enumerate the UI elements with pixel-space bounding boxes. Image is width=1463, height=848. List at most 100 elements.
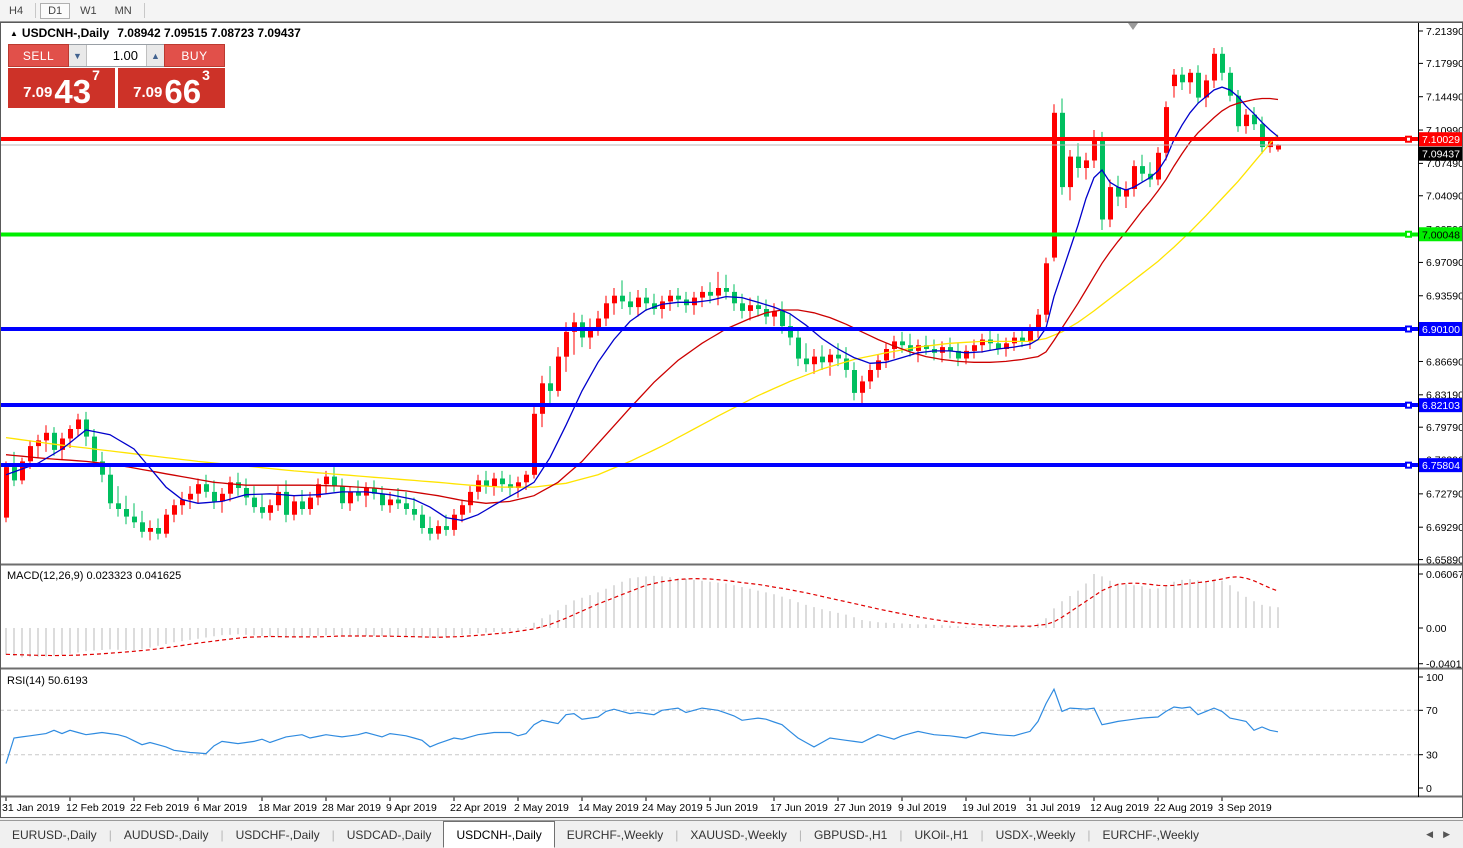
candle-bearish [996,343,1001,349]
candle-bearish [1260,124,1265,148]
buy-price-display[interactable]: 7.09 66 3 [118,67,225,108]
timeframe-toolbar: H4 D1 W1 MN [0,0,1463,22]
chart-tab-usdx-weekly[interactable]: USDX-,Weekly [995,827,1076,842]
price-axis-label: 6.72790 [1426,489,1463,501]
candle-bullish [692,297,697,306]
volume-value[interactable]: 1.00 [112,48,138,63]
tab-separator: | [1087,827,1091,842]
candle-bearish [956,350,961,359]
candle-bearish [788,326,793,338]
candle-bearish [900,341,905,346]
candle-bearish [780,310,785,327]
chart-tab-usdchf-daily[interactable]: USDCHF-,Daily [235,827,320,842]
price-axis-label: 7.21390 [1426,26,1463,38]
macd-label: MACD(12,26,9) 0.023323 0.041625 [7,570,181,582]
candle-bullish [716,288,721,296]
macd-axis-label: 0.00 [1426,623,1447,635]
tab-scroll-right-icon[interactable]: ▶ [1443,829,1450,839]
ma-mid-line [5,97,1279,504]
timeframe-button-h4[interactable]: H4 [9,4,24,17]
candle-bullish [892,341,897,349]
candle-bullish [1028,330,1033,342]
candle-bearish [804,358,809,365]
candle-bearish [108,474,113,504]
buy-button[interactable]: BUY [164,44,225,67]
rsi-label: RSI(14) 50.6193 [7,675,88,687]
price-badge-label: 6.75804 [1422,460,1460,472]
chart-tab-eurusd-daily[interactable]: EURUSD-,Daily [12,827,97,842]
chart-tab-audusd-daily[interactable]: AUDUSD-,Daily [123,827,209,842]
candle-bullish [1164,107,1169,153]
candle-bullish [348,491,353,504]
candle-bullish [188,493,193,500]
candle-bullish [1084,160,1089,168]
timeframe-button-d1[interactable]: D1 [40,2,71,19]
candle-bearish [1116,187,1121,197]
rsi-axis-label: 0 [1426,783,1432,795]
candle-bullish [516,482,521,488]
candle-bullish [1244,114,1249,127]
candle-bearish [1236,95,1241,127]
candle-bullish [868,370,873,382]
chart-tab-usdcnh-daily[interactable]: USDCNH-,Daily [443,821,555,848]
candle-bullish [588,328,593,338]
chart-tab-xauusd-weekly[interactable]: XAUUSD-,Weekly [690,827,787,842]
chart-tab-eurchf-weekly[interactable]: EURCHF-,Weekly [1102,827,1199,842]
candle-bullish [980,339,985,346]
candle-bullish [772,310,777,317]
candle-bullish [636,297,641,308]
candle-bearish [380,493,385,506]
chart-tab-gbpusd-h1[interactable]: GBPUSD-,H1 [813,827,888,842]
candle-bearish [548,383,553,391]
line-price-badge [1419,458,1463,473]
candle-bullish [1212,53,1217,81]
candle-bullish [468,491,473,506]
date-axis-label: 12 Feb 2019 [66,802,125,814]
candle-bearish [1100,137,1105,220]
price-badge-label: 7.00048 [1422,229,1460,241]
expand-triangle-icon[interactable]: ▲ [10,29,18,38]
sell-price-display[interactable]: 7.09 43 7 [8,67,115,108]
chart-tab-eurchf-weekly[interactable]: EURCHF-,Weekly [566,827,664,842]
chart-tab-ukoil-h1[interactable]: UKOil-,H1 [914,827,969,842]
candle-bullish [1052,112,1057,258]
price-axis-label: 6.86690 [1426,356,1463,368]
chart-canvas[interactable]: 7.213907.179907.144907.109907.074907.040… [0,0,1463,820]
sell-button[interactable]: SELL [8,44,69,67]
candle-bearish [1252,114,1257,125]
line-price-badge [1419,227,1463,242]
chart-shift-triangle-icon[interactable] [1128,23,1138,30]
chart-tab-usdcad-daily[interactable]: USDCAD-,Daily [346,827,432,842]
date-axis-label: 12 Aug 2019 [1090,802,1149,814]
date-axis-label: 27 Jun 2019 [834,802,892,814]
volume-increase-icon[interactable]: ▲ [146,45,164,66]
candle-bullish [916,345,921,351]
candle-bullish [540,383,545,414]
candle-bearish [428,528,433,534]
line-anchor-dot [1407,232,1410,236]
candle-bullish [388,499,393,506]
candle-bullish [1044,263,1049,315]
candle-bearish [156,528,161,534]
date-axis-label: 9 Jul 2019 [898,802,947,814]
candle-bullish [164,514,169,534]
candle-bullish [532,413,537,475]
line-anchor-dot [1407,463,1410,467]
tab-scroll-left-icon[interactable]: ◀ [1426,829,1434,839]
candle-bullish [292,501,297,515]
macd-signal-line [5,576,1279,657]
candle-bearish [284,491,289,515]
price-axis-label: 7.14490 [1426,92,1463,104]
candle-bearish [132,516,137,523]
candle-bullish [1092,137,1097,161]
candle-bullish [1108,187,1113,220]
chart-background [0,22,1463,818]
candle-bearish [12,467,17,481]
volume-decrease-icon[interactable]: ▼ [69,45,87,66]
timeframe-button-w1[interactable]: W1 [80,4,97,17]
toolbar-separator [143,3,145,18]
candle-bullish [276,491,281,506]
candle-bullish [316,484,321,498]
candle-bullish [524,474,529,483]
timeframe-button-mn[interactable]: MN [114,4,132,17]
